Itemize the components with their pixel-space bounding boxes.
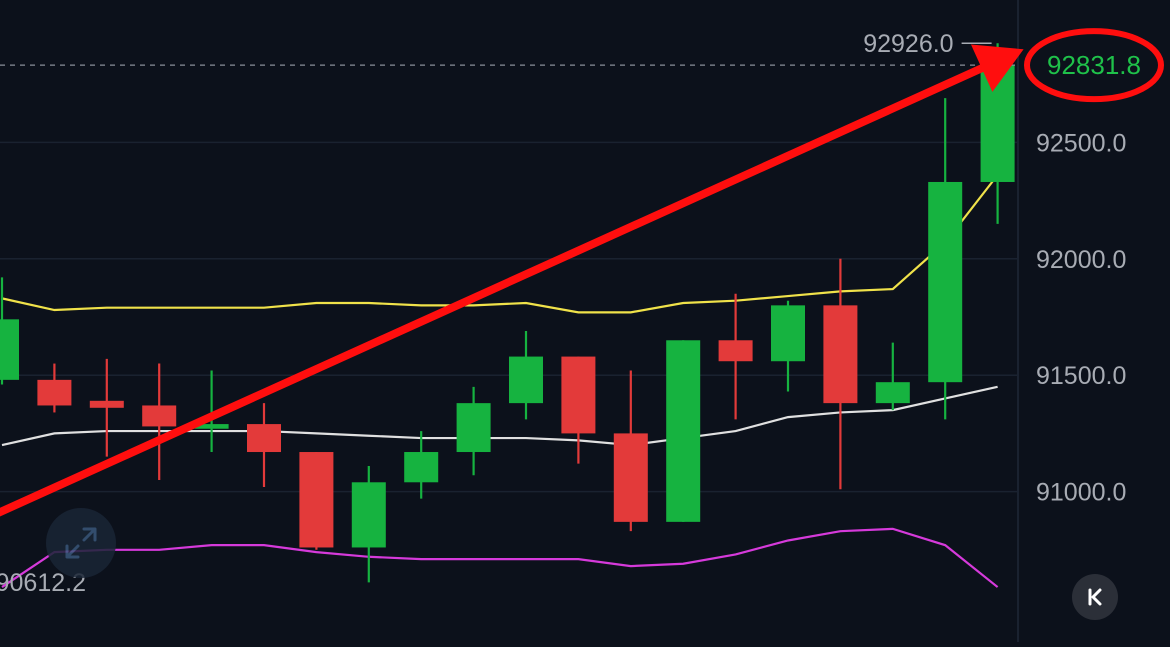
- y-tick-label: 91500.0: [1036, 362, 1126, 390]
- y-tick-label: 92500.0: [1036, 129, 1126, 157]
- candle-body: [509, 356, 543, 404]
- candle: [928, 98, 963, 420]
- candle: [194, 370, 229, 453]
- candle-body: [351, 482, 386, 548]
- candle: [37, 363, 72, 413]
- collapse-left-icon: [1088, 588, 1102, 606]
- y-tick-label: 92000.0: [1036, 246, 1126, 274]
- candle-body: [718, 340, 753, 362]
- price-axis: 92500.0 92000.0 91500.0 91000.0: [1036, 129, 1126, 506]
- candle-body: [666, 340, 701, 522]
- moving-average-layer: [1, 174, 999, 588]
- candle: [613, 370, 648, 532]
- candle-body: [771, 305, 805, 362]
- current-price-highlight: [1024, 28, 1164, 103]
- candle-body: [247, 424, 281, 453]
- candle: [771, 300, 805, 392]
- candle: [247, 403, 281, 487]
- candle-body: [404, 452, 439, 483]
- y-tick-label: 91000.0: [1036, 479, 1126, 507]
- collapse-button[interactable]: [1072, 574, 1118, 620]
- expand-button[interactable]: [46, 508, 116, 578]
- candle: [351, 465, 386, 583]
- candle: [299, 452, 334, 550]
- candle-body: [299, 452, 334, 548]
- candle-body: [561, 356, 596, 434]
- candle: [456, 386, 491, 476]
- moving-average-line: [1, 174, 999, 314]
- trend-arrow-head: [970, 44, 1024, 92]
- candle-body: [823, 305, 858, 404]
- current-price-label: 92831.8: [1047, 50, 1141, 80]
- candle: [823, 258, 858, 490]
- candle-body: [928, 181, 963, 383]
- candle-layer: [0, 43, 1015, 583]
- candle: [89, 358, 124, 457]
- candle: [666, 340, 701, 522]
- candle-body: [194, 424, 229, 429]
- candle: [142, 363, 177, 480]
- candle-body: [456, 403, 491, 453]
- grid-layer: [0, 0, 1019, 642]
- moving-average-line: [1, 385, 998, 447]
- candle-body: [89, 400, 124, 408]
- high-price-label: 92926.0: [863, 30, 953, 58]
- candle-body: [613, 433, 648, 522]
- candle: [718, 293, 753, 420]
- candle: [561, 356, 596, 464]
- trend-arrow-shaft: [0, 64, 986, 517]
- expand-arrows-icon: [65, 527, 97, 559]
- moving-average-line: [1, 527, 999, 588]
- candle: [875, 342, 910, 411]
- candle-body: [875, 382, 910, 404]
- candle-body: [142, 405, 177, 427]
- candle-body: [37, 379, 72, 406]
- candle-body: [0, 319, 19, 380]
- candle: [404, 431, 439, 499]
- candle: [0, 277, 19, 385]
- candle: [509, 330, 543, 420]
